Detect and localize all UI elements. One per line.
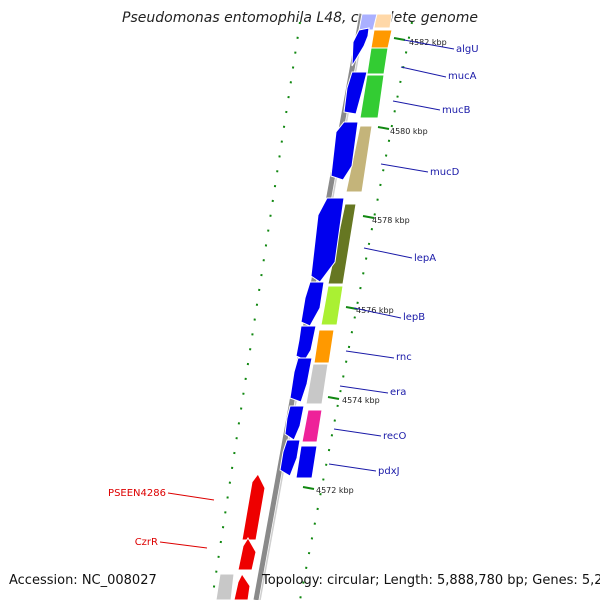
cog-track	[295, 13, 393, 479]
minus-strand-track	[215, 473, 266, 600]
kbp-label-4572: 4572 kbp	[316, 486, 354, 495]
kbp-label-4574: 4574 kbp	[342, 396, 380, 405]
gene-label-algu: algU	[456, 44, 479, 55]
kbp-label-4580: 4580 kbp	[390, 127, 428, 136]
gene-label-reco: recO	[383, 431, 407, 442]
gene-label-mucb: mucB	[442, 105, 471, 116]
gene-label-muca: mucA	[448, 71, 477, 82]
gene-arrow-reco	[279, 439, 301, 477]
plus-gene-labels: algU mucA mucB mucD lepA lepB rnc era re…	[378, 44, 479, 477]
cog-box-era	[305, 363, 329, 405]
cog-box-rnc	[313, 329, 335, 364]
minus-gene-labels: PSEEN4286 CzrR	[108, 488, 166, 548]
cog-box-lepb	[320, 285, 344, 326]
gene-arrow-mucb	[330, 121, 359, 181]
gene-arrow-muca	[343, 71, 368, 115]
kbp-label-4576: 4576 kbp	[356, 306, 394, 315]
gene-arrow-czrr	[237, 537, 257, 571]
cog-box-muca	[366, 47, 389, 75]
gene-arrow-pseen4286	[241, 473, 266, 541]
gene-label-pseen4286: PSEEN4286	[108, 488, 166, 499]
gene-arrow-minus-3	[233, 573, 251, 600]
cog-box-pdxj	[295, 445, 318, 479]
gene-label-lepa: lepA	[414, 253, 436, 264]
gene-label-rnc: rnc	[396, 352, 412, 363]
topology-text: Topology: circular; Length: 5,888,780 bp…	[262, 573, 600, 588]
plus-strand-track	[279, 13, 378, 477]
kbp-label-4578: 4578 kbp	[372, 216, 410, 225]
minus-leader-lines	[159, 492, 215, 549]
gene-label-era: era	[390, 387, 406, 398]
gene-box-grey	[215, 573, 235, 600]
gene-arrow-lepa	[300, 281, 325, 327]
gene-arrow-lepb	[295, 325, 317, 361]
cog-box-reco	[301, 409, 323, 443]
plus-leader-lines	[328, 39, 455, 472]
accession-text: Accession: NC_008027	[9, 573, 157, 588]
cog-box-algu	[370, 29, 393, 49]
kbp-label-4582: 4582 kbp	[409, 38, 447, 47]
gene-label-czrr: CzrR	[135, 537, 158, 548]
gene-arrow-algu-pale	[358, 13, 378, 31]
cog-box-mucb	[359, 74, 385, 119]
gene-label-pdxj: pdxJ	[378, 466, 400, 477]
gene-arrow-algu	[351, 27, 370, 67]
gene-label-lepb: lepB	[403, 312, 425, 323]
gene-arrow-rnc	[289, 357, 313, 403]
gene-label-mucd: mucD	[430, 167, 460, 178]
cog-box-mucd	[345, 125, 373, 193]
